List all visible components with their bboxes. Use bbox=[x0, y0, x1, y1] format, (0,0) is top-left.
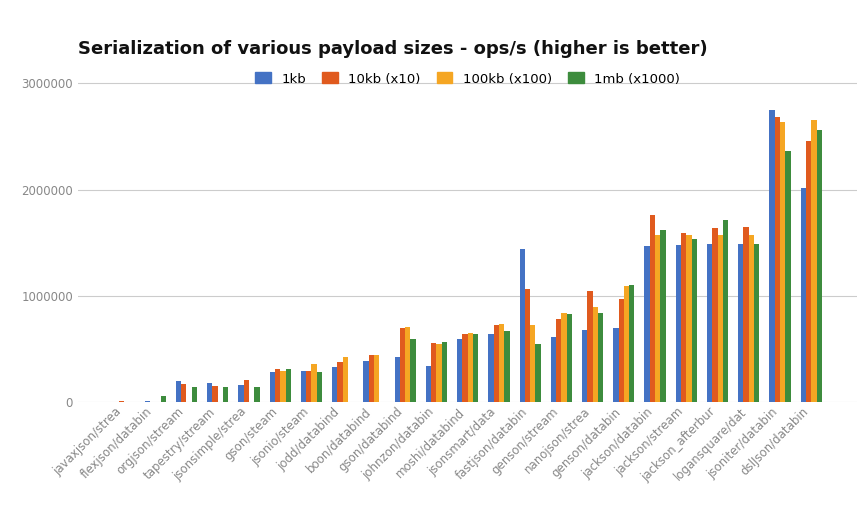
Bar bbox=[317, 372, 322, 402]
Bar bbox=[338, 362, 343, 402]
Bar bbox=[395, 357, 400, 402]
Bar bbox=[624, 286, 630, 402]
Bar bbox=[718, 235, 723, 402]
Bar bbox=[613, 328, 618, 402]
Bar bbox=[364, 361, 369, 402]
Bar bbox=[618, 299, 624, 402]
Bar bbox=[400, 328, 405, 402]
Bar bbox=[561, 313, 566, 402]
Bar bbox=[462, 334, 468, 402]
Bar bbox=[343, 357, 348, 402]
Bar bbox=[749, 235, 754, 402]
Bar bbox=[598, 313, 604, 402]
Bar bbox=[223, 387, 229, 402]
Text: Serialization of various payload sizes - ops/s (higher is better): Serialization of various payload sizes -… bbox=[78, 40, 708, 58]
Bar bbox=[160, 396, 166, 402]
Bar bbox=[269, 372, 275, 402]
Bar bbox=[744, 227, 749, 402]
Bar bbox=[436, 344, 442, 402]
Bar bbox=[525, 289, 530, 402]
Bar bbox=[644, 246, 650, 402]
Bar bbox=[530, 325, 535, 402]
Bar bbox=[556, 319, 561, 402]
Bar bbox=[332, 367, 338, 402]
Bar bbox=[655, 235, 661, 402]
Bar bbox=[520, 249, 525, 402]
Bar bbox=[723, 220, 728, 402]
Bar bbox=[499, 324, 504, 402]
Bar bbox=[431, 344, 436, 402]
Bar bbox=[243, 380, 249, 402]
Bar bbox=[468, 333, 473, 402]
Bar bbox=[207, 383, 212, 402]
Bar bbox=[426, 366, 431, 402]
Bar bbox=[410, 338, 416, 402]
Bar bbox=[494, 325, 499, 402]
Bar bbox=[780, 121, 785, 402]
Bar bbox=[369, 355, 374, 402]
Bar bbox=[592, 307, 598, 402]
Bar bbox=[687, 235, 692, 402]
Bar bbox=[785, 151, 791, 402]
Bar bbox=[566, 314, 572, 402]
Bar bbox=[551, 337, 556, 402]
Bar bbox=[405, 327, 410, 402]
Bar bbox=[806, 141, 811, 402]
Bar bbox=[738, 244, 744, 402]
Bar bbox=[707, 244, 712, 402]
Bar bbox=[301, 371, 306, 402]
Bar bbox=[754, 244, 759, 402]
Bar bbox=[212, 386, 217, 402]
Bar bbox=[692, 238, 697, 402]
Bar bbox=[176, 381, 181, 402]
Bar bbox=[675, 245, 681, 402]
Bar bbox=[275, 369, 281, 402]
Bar bbox=[661, 230, 666, 402]
Bar bbox=[630, 285, 635, 402]
Bar bbox=[811, 120, 817, 402]
Bar bbox=[504, 331, 509, 402]
Bar bbox=[457, 338, 462, 402]
Bar bbox=[442, 342, 447, 402]
Legend: 1kb, 10kb (x10), 100kb (x100), 1mb (x1000): 1kb, 10kb (x10), 100kb (x100), 1mb (x100… bbox=[251, 69, 684, 89]
Bar bbox=[113, 401, 119, 402]
Bar bbox=[801, 187, 806, 402]
Bar bbox=[535, 345, 540, 402]
Bar bbox=[769, 110, 775, 402]
Bar bbox=[817, 130, 822, 402]
Bar bbox=[181, 384, 186, 402]
Bar bbox=[374, 355, 379, 402]
Bar bbox=[286, 369, 291, 402]
Bar bbox=[712, 228, 718, 402]
Bar bbox=[306, 371, 312, 402]
Bar bbox=[191, 386, 197, 402]
Bar bbox=[582, 330, 587, 402]
Bar bbox=[587, 291, 592, 402]
Bar bbox=[145, 401, 150, 402]
Bar bbox=[473, 334, 478, 402]
Bar bbox=[488, 334, 494, 402]
Bar bbox=[238, 385, 243, 402]
Bar bbox=[281, 371, 286, 402]
Bar bbox=[119, 401, 124, 402]
Bar bbox=[255, 387, 260, 402]
Bar bbox=[681, 233, 687, 402]
Bar bbox=[775, 117, 780, 402]
Bar bbox=[650, 215, 655, 402]
Bar bbox=[312, 364, 317, 402]
